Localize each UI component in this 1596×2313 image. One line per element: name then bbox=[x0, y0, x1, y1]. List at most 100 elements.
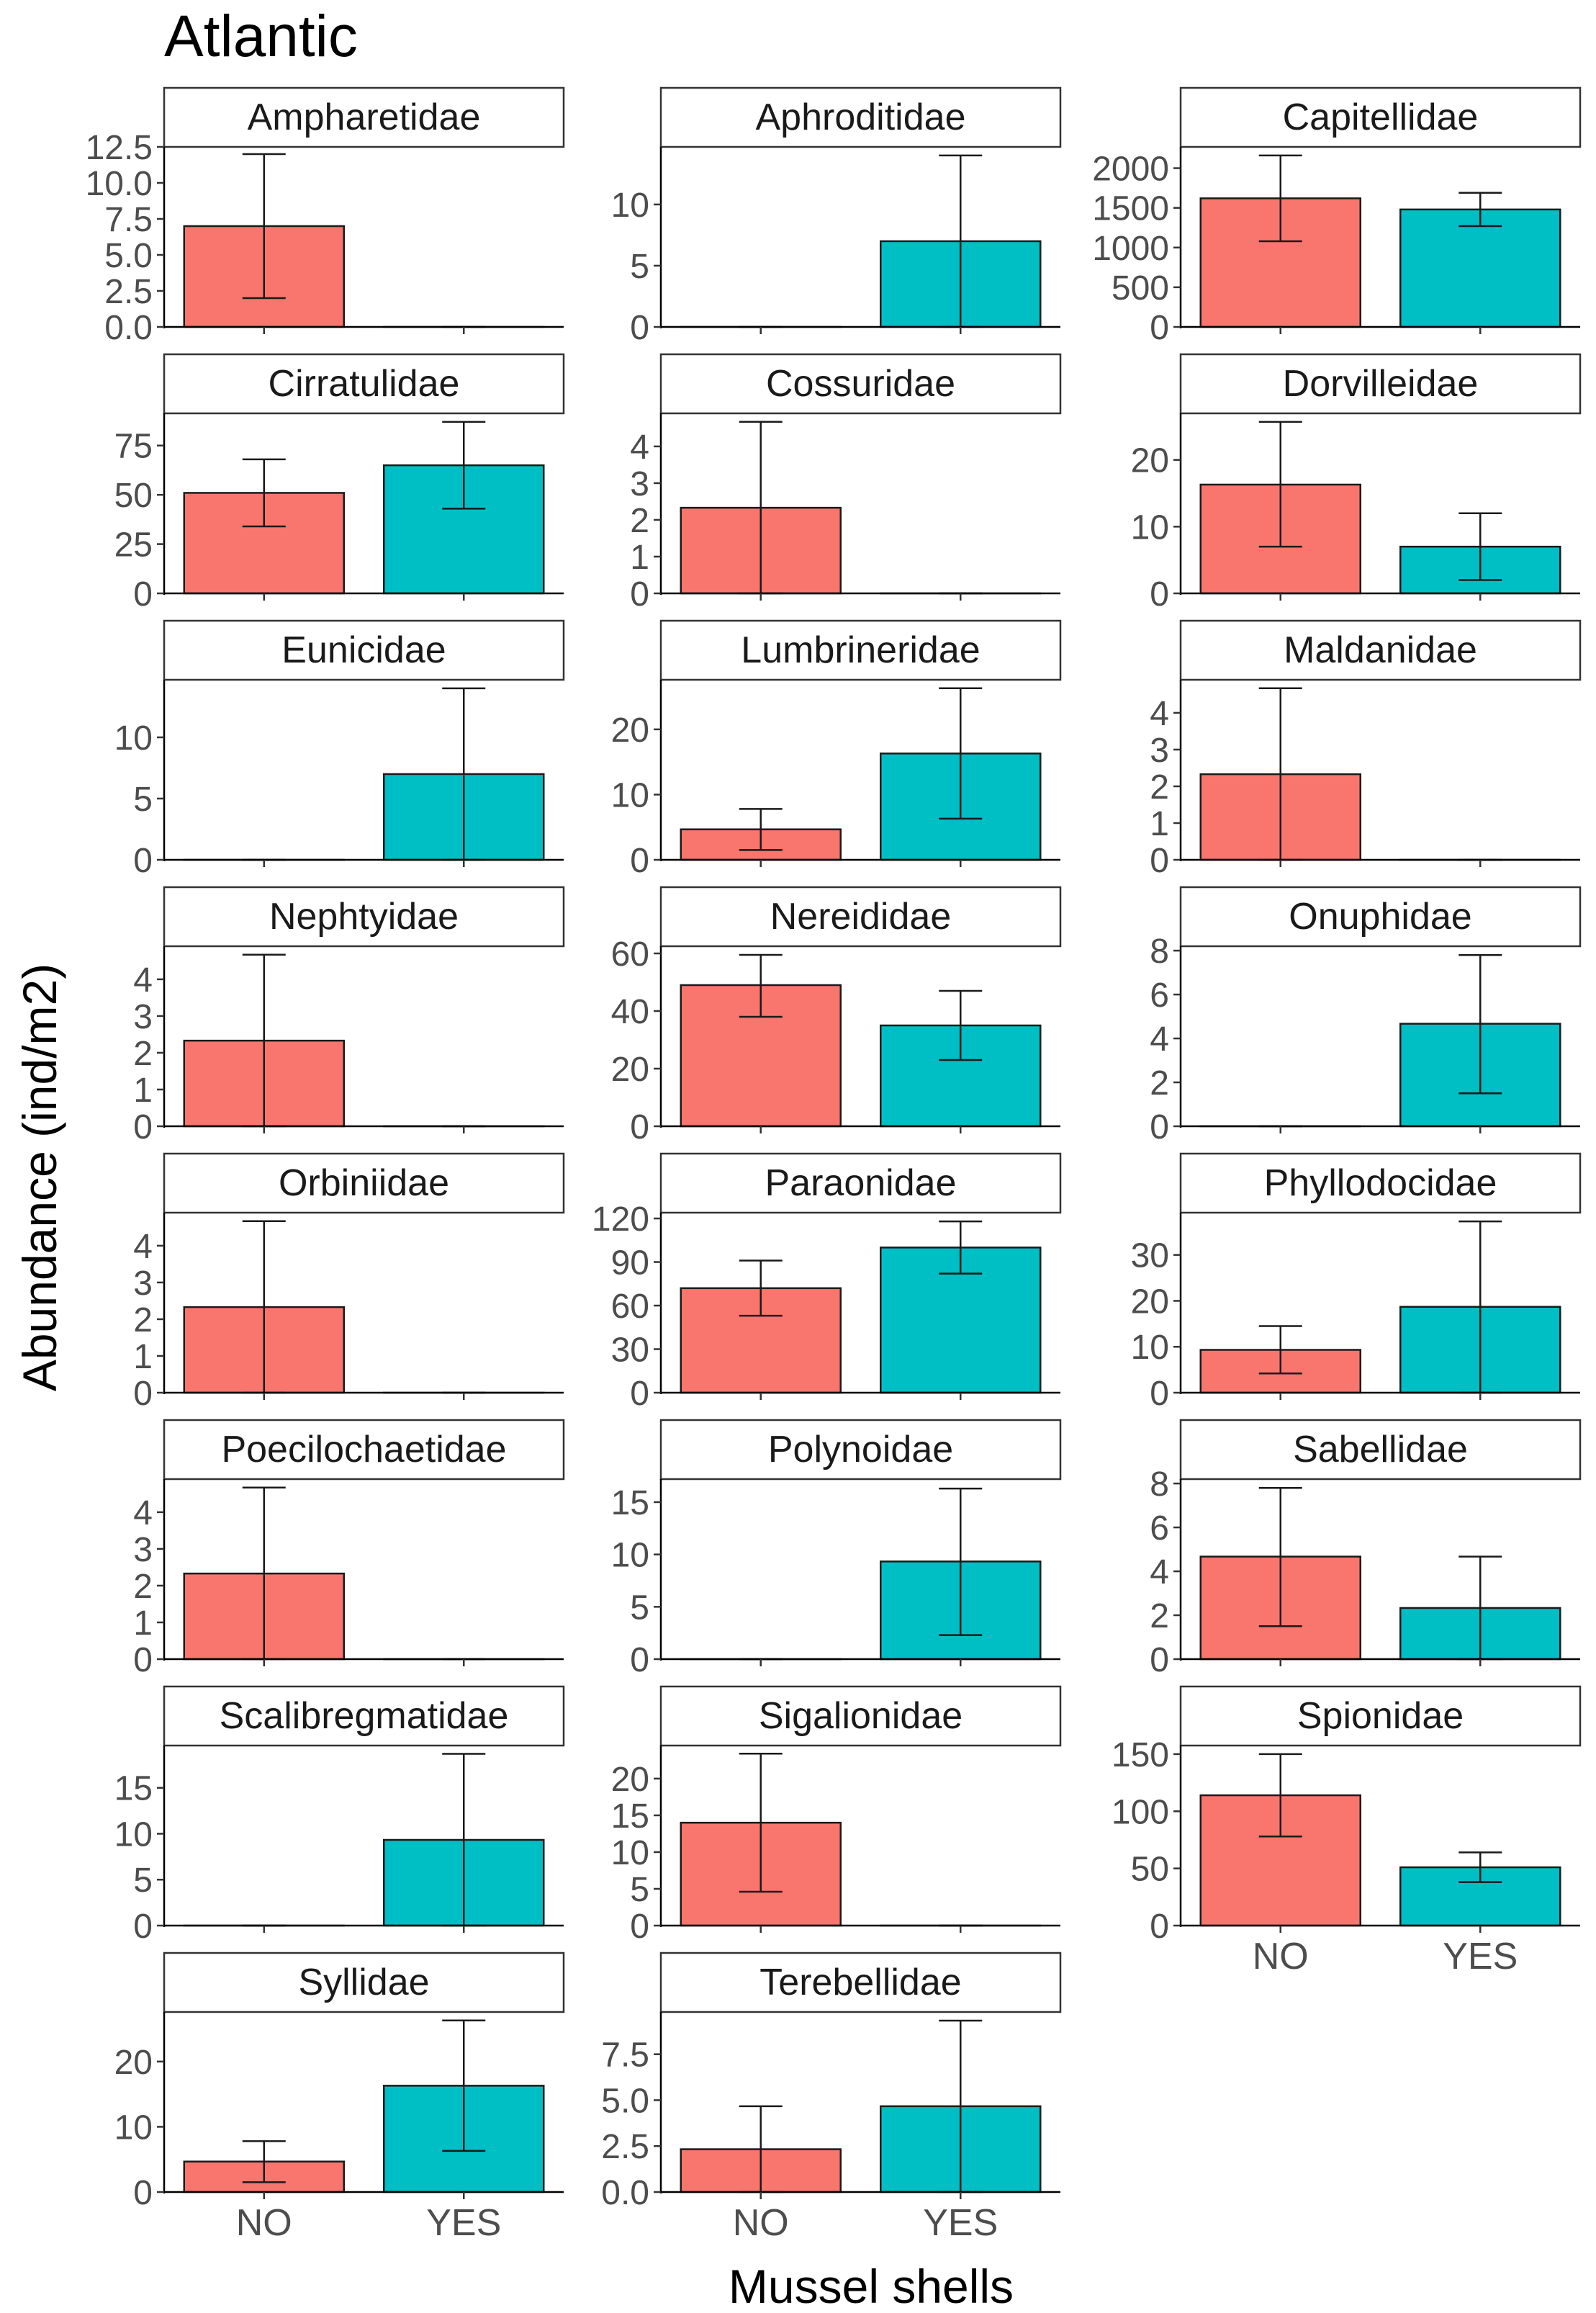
y-tick-label: 8 bbox=[1150, 933, 1169, 971]
y-tick-label: 4 bbox=[133, 1494, 153, 1532]
strip-label: Nephtyidae bbox=[269, 896, 459, 938]
strip-label: Dorvilleidae bbox=[1283, 363, 1479, 405]
strip-label: Sabellidae bbox=[1293, 1429, 1468, 1470]
y-tick-label: 0 bbox=[1150, 309, 1169, 347]
strip-box bbox=[659, 886, 1062, 948]
x-tick-label-yes: YES bbox=[426, 2202, 501, 2244]
strip-box bbox=[659, 1952, 1062, 2013]
y-tick-label: 0 bbox=[1150, 842, 1169, 880]
y-tick-label: 20 bbox=[114, 2044, 153, 2082]
x-axis-title: Mussel shells bbox=[729, 2260, 1014, 2313]
y-tick-label: 2 bbox=[1150, 1064, 1169, 1102]
strip-label: Aphroditidae bbox=[756, 96, 966, 138]
y-tick-label: 2 bbox=[133, 1035, 153, 1073]
x-tick-label-no: NO bbox=[1253, 1936, 1309, 1977]
y-tick-label: 0 bbox=[1150, 1908, 1169, 1946]
y-tick-label: 1 bbox=[630, 539, 649, 577]
y-tick-label: 0 bbox=[133, 575, 153, 614]
y-tick-label: 0.0 bbox=[104, 309, 153, 347]
y-tick-label: 1000 bbox=[1092, 230, 1169, 268]
y-tick-label: 60 bbox=[611, 1288, 649, 1326]
y-tick-label: 30 bbox=[1131, 1237, 1169, 1275]
strip-box bbox=[659, 1685, 1062, 1747]
chart-title: Atlantic bbox=[164, 4, 358, 69]
strip-box bbox=[1179, 1685, 1582, 1747]
y-tick-label: 10 bbox=[611, 1834, 649, 1872]
y-tick-label: 100 bbox=[1112, 1793, 1169, 1831]
strip-box bbox=[163, 353, 565, 415]
strip-box bbox=[1179, 886, 1582, 948]
y-tick-label: 0 bbox=[630, 1108, 649, 1146]
y-tick-label: 0 bbox=[630, 842, 649, 880]
strip-label: Nereididae bbox=[770, 896, 952, 938]
y-tick-label: 7.5 bbox=[601, 2036, 649, 2075]
y-tick-label: 5 bbox=[133, 1861, 153, 1900]
y-tick-label: 10 bbox=[1131, 1329, 1169, 1367]
y-tick-label: 5 bbox=[133, 781, 153, 819]
y-tick-label: 15 bbox=[611, 1797, 649, 1836]
strip-box bbox=[1179, 619, 1582, 681]
y-tick-label: 500 bbox=[1112, 269, 1169, 307]
y-tick-label: 50 bbox=[1131, 1851, 1169, 1889]
y-tick-label: 10 bbox=[114, 2108, 153, 2147]
y-tick-label: 0 bbox=[630, 1641, 649, 1679]
y-tick-label: 4 bbox=[133, 961, 153, 1000]
y-tick-label: 4 bbox=[630, 428, 649, 467]
y-tick-label: 5 bbox=[630, 1871, 649, 1909]
y-tick-label: 10 bbox=[114, 719, 153, 758]
y-tick-label: 10 bbox=[114, 1815, 153, 1854]
y-tick-label: 5.0 bbox=[601, 2082, 649, 2120]
y-tick-label: 12.5 bbox=[86, 129, 153, 167]
y-tick-label: 10.0 bbox=[86, 165, 153, 203]
panel-eunicidae: Eunicidae 0 5 10 bbox=[114, 619, 565, 880]
panel-scalibregmatidae: Scalibregmatidae 0 5 10 15 bbox=[114, 1685, 565, 1946]
strip-box bbox=[659, 1152, 1062, 1214]
y-tick-label: 150 bbox=[1112, 1736, 1169, 1774]
y-tick-label: 3 bbox=[133, 1265, 153, 1303]
panel-polynoidae: Polynoidae 0 5 10 15 bbox=[611, 1419, 1062, 1679]
y-tick-label: 2 bbox=[630, 502, 649, 540]
strip-box bbox=[1179, 353, 1582, 415]
strip-label: Poecilochaetidae bbox=[221, 1429, 506, 1470]
strip-label: Eunicidae bbox=[281, 629, 446, 671]
strip-box bbox=[1179, 86, 1582, 148]
y-tick-label: 7.5 bbox=[104, 201, 153, 239]
y-tick-label: 0 bbox=[133, 1108, 153, 1146]
facet-panels: Ampharetidae0.02.55.07.510.012.5Aphrodit… bbox=[86, 86, 1582, 2244]
strip-label: Ampharetidae bbox=[248, 96, 481, 138]
strip-box bbox=[163, 1419, 565, 1481]
y-tick-label: 25 bbox=[114, 526, 153, 565]
panel-terebellidae: Terebellidae 0.0 2.5 5.0 7.5 NO YES bbox=[601, 1952, 1062, 2244]
strip-box bbox=[659, 353, 1062, 415]
y-tick-label: 0 bbox=[630, 1908, 649, 1946]
y-tick-label: 2000 bbox=[1092, 151, 1169, 189]
y-tick-label: 5 bbox=[630, 248, 649, 286]
y-tick-label: 0 bbox=[133, 1641, 153, 1679]
y-tick-label: 0 bbox=[630, 1375, 649, 1413]
y-tick-label: 30 bbox=[611, 1331, 649, 1370]
panel-aphroditidae: Aphroditidae 0 5 10 bbox=[611, 86, 1062, 347]
panel-sabellidae: Sabellidae 0 2 4 6 8 bbox=[1150, 1419, 1582, 1679]
y-tick-label: 10 bbox=[611, 1537, 649, 1575]
y-tick-label: 5.0 bbox=[104, 237, 153, 275]
y-tick-label: 1 bbox=[133, 1604, 153, 1643]
y-axis-title: Abundance (ind/m2) bbox=[13, 964, 66, 1391]
y-tick-label: 2.5 bbox=[601, 2128, 649, 2166]
y-tick-label: 0 bbox=[133, 1908, 153, 1946]
y-tick-label: 3 bbox=[133, 1531, 153, 1569]
y-tick-label: 10 bbox=[1131, 508, 1169, 547]
strip-box bbox=[659, 1419, 1062, 1481]
y-tick-label: 0 bbox=[1150, 575, 1169, 614]
panel-syllidae: Syllidae 0 10 20 NO YES bbox=[114, 1952, 565, 2244]
y-tick-label: 4 bbox=[1150, 1020, 1169, 1059]
strip-label: Onuphidae bbox=[1289, 896, 1471, 938]
y-tick-label: 2 bbox=[133, 1568, 153, 1606]
y-tick-label: 0 bbox=[1150, 1641, 1169, 1679]
y-tick-label: 15 bbox=[611, 1484, 649, 1522]
x-tick-label-no: NO bbox=[236, 2202, 292, 2244]
